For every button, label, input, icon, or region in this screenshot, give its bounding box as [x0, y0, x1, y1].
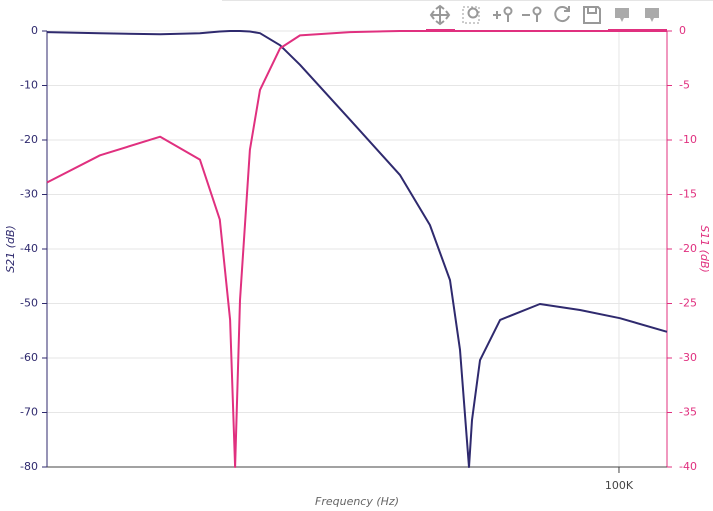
y-tick-label: -30 [20, 188, 38, 201]
save-tool[interactable] [583, 6, 601, 24]
y2-tick-label: -20 [679, 242, 697, 255]
y2-tick-label: -10 [679, 133, 697, 146]
hover-tool[interactable] [615, 8, 629, 22]
y-tick-label: -70 [20, 406, 38, 419]
y2-tick-label: -35 [679, 406, 697, 419]
x-tick-label: 100K [605, 479, 634, 492]
zoom-in-lens [503, 6, 513, 16]
box-zoom-lens [467, 7, 479, 19]
zoom-out-lens [532, 6, 542, 16]
reset-tool[interactable] [554, 6, 570, 23]
toolbar [426, 4, 667, 32]
y2-tick-label: -5 [679, 79, 690, 92]
y-tick-label: -40 [20, 242, 38, 255]
hover-tool[interactable] [645, 8, 659, 22]
y-axis-label: S21 (dB) [4, 225, 17, 273]
y2-tick-label: 0 [679, 24, 686, 37]
y2-tick-label: -30 [679, 351, 697, 364]
y2-tick-label: -25 [679, 297, 697, 310]
series-line [46, 30, 667, 468]
y-tick-label: -50 [20, 297, 38, 310]
y-tick-label: -80 [20, 460, 38, 473]
y-tick-label: -20 [20, 133, 38, 146]
y2-axis-label: S11 (dB) [698, 225, 711, 273]
y2-tick-label: -40 [679, 460, 697, 473]
y-tick-label: -60 [20, 351, 38, 364]
box-zoom-tool[interactable] [462, 6, 480, 24]
y2-tick-label: -15 [679, 188, 697, 201]
y-tick-label: 0 [31, 24, 38, 37]
x-axis-label: Frequency (Hz) [315, 495, 399, 508]
y-tick-label: -10 [20, 79, 38, 92]
zoom-out-tool[interactable] [522, 14, 538, 22]
pan-tool[interactable] [429, 4, 451, 26]
series-line [46, 30, 668, 468]
